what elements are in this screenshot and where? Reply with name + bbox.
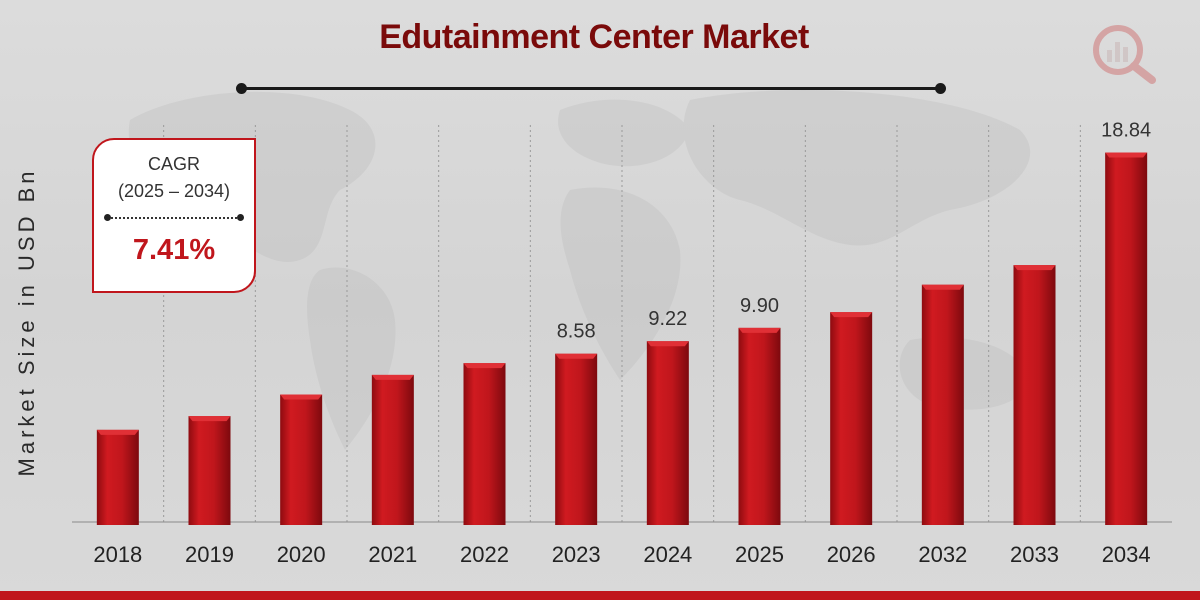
bar-top [830, 312, 873, 318]
analytics-magnifier-icon [1093, 25, 1156, 84]
bar-body [463, 363, 506, 525]
bar-2019 [188, 416, 231, 525]
data-label-2023: 8.58 [557, 321, 596, 343]
cagr-value: 7.41% [132, 234, 216, 266]
title-underline [236, 82, 946, 94]
x-tick-2021: 2021 [368, 542, 417, 567]
data-label-2034: 18.84 [1101, 120, 1151, 142]
bar-top [280, 394, 323, 400]
bar-2022 [463, 363, 506, 525]
x-tick-2018: 2018 [93, 542, 142, 567]
x-tick-2026: 2026 [827, 542, 876, 567]
bar-body [646, 341, 689, 525]
bar-top [921, 284, 964, 290]
x-tick-2024: 2024 [643, 542, 692, 567]
bar-top [646, 341, 689, 347]
bar-body [738, 327, 781, 525]
data-label-2025: 9.90 [740, 295, 779, 317]
bar-top [738, 327, 781, 333]
x-tick-2022: 2022 [460, 542, 509, 567]
data-label-2024: 9.22 [648, 308, 687, 330]
bar-body [371, 374, 414, 525]
bar-2020 [280, 394, 323, 525]
x-tick-2033: 2033 [1010, 542, 1059, 567]
bar-2018 [96, 429, 139, 525]
bar-top [555, 353, 598, 359]
bar-top [96, 429, 139, 435]
x-tick-labels: 2018 2019 2020 2021 2022 2023 2024 2025 2026 2032… [93, 542, 1150, 567]
bar-body [280, 394, 323, 525]
cagr-callout: CAGR (2025 – 2034) 7.41% [92, 138, 256, 293]
data-labels: 8.58 9.22 9.90 18.84 [557, 120, 1151, 343]
cagr-label: CAGR [147, 154, 200, 174]
bar-2021 [371, 374, 414, 525]
world-map-background [128, 90, 1031, 450]
bar-2024 [646, 341, 689, 525]
bar-2026 [830, 312, 873, 525]
bar-top [1013, 265, 1056, 271]
bar-body [555, 353, 598, 525]
chart-title: Edutainment Center Market [379, 18, 809, 56]
bar-body [1105, 152, 1148, 526]
bar-body [921, 284, 964, 525]
bar-body [188, 416, 231, 525]
bar-body [830, 312, 873, 525]
x-tick-2020: 2020 [277, 542, 326, 567]
bar-2025 [738, 327, 781, 525]
bars [96, 152, 1148, 526]
bar-2034 [1105, 152, 1148, 526]
footer-accent-bar [0, 591, 1200, 600]
bar-2023 [555, 353, 598, 525]
bar-body [1013, 265, 1056, 525]
x-tick-2019: 2019 [185, 542, 234, 567]
x-tick-2025: 2025 [735, 542, 784, 567]
bar-body [96, 429, 139, 525]
bar-2032 [921, 284, 964, 525]
bar-top [371, 374, 414, 380]
cagr-range: (2025 – 2034) [117, 181, 231, 201]
x-tick-2034: 2034 [1102, 542, 1151, 567]
bar-top [188, 416, 231, 422]
x-tick-2023: 2023 [552, 542, 601, 567]
bar-top [463, 363, 506, 369]
bar-2033 [1013, 265, 1056, 525]
bar-top [1105, 152, 1148, 158]
cagr-divider [104, 214, 244, 222]
x-tick-2032: 2032 [918, 542, 967, 567]
